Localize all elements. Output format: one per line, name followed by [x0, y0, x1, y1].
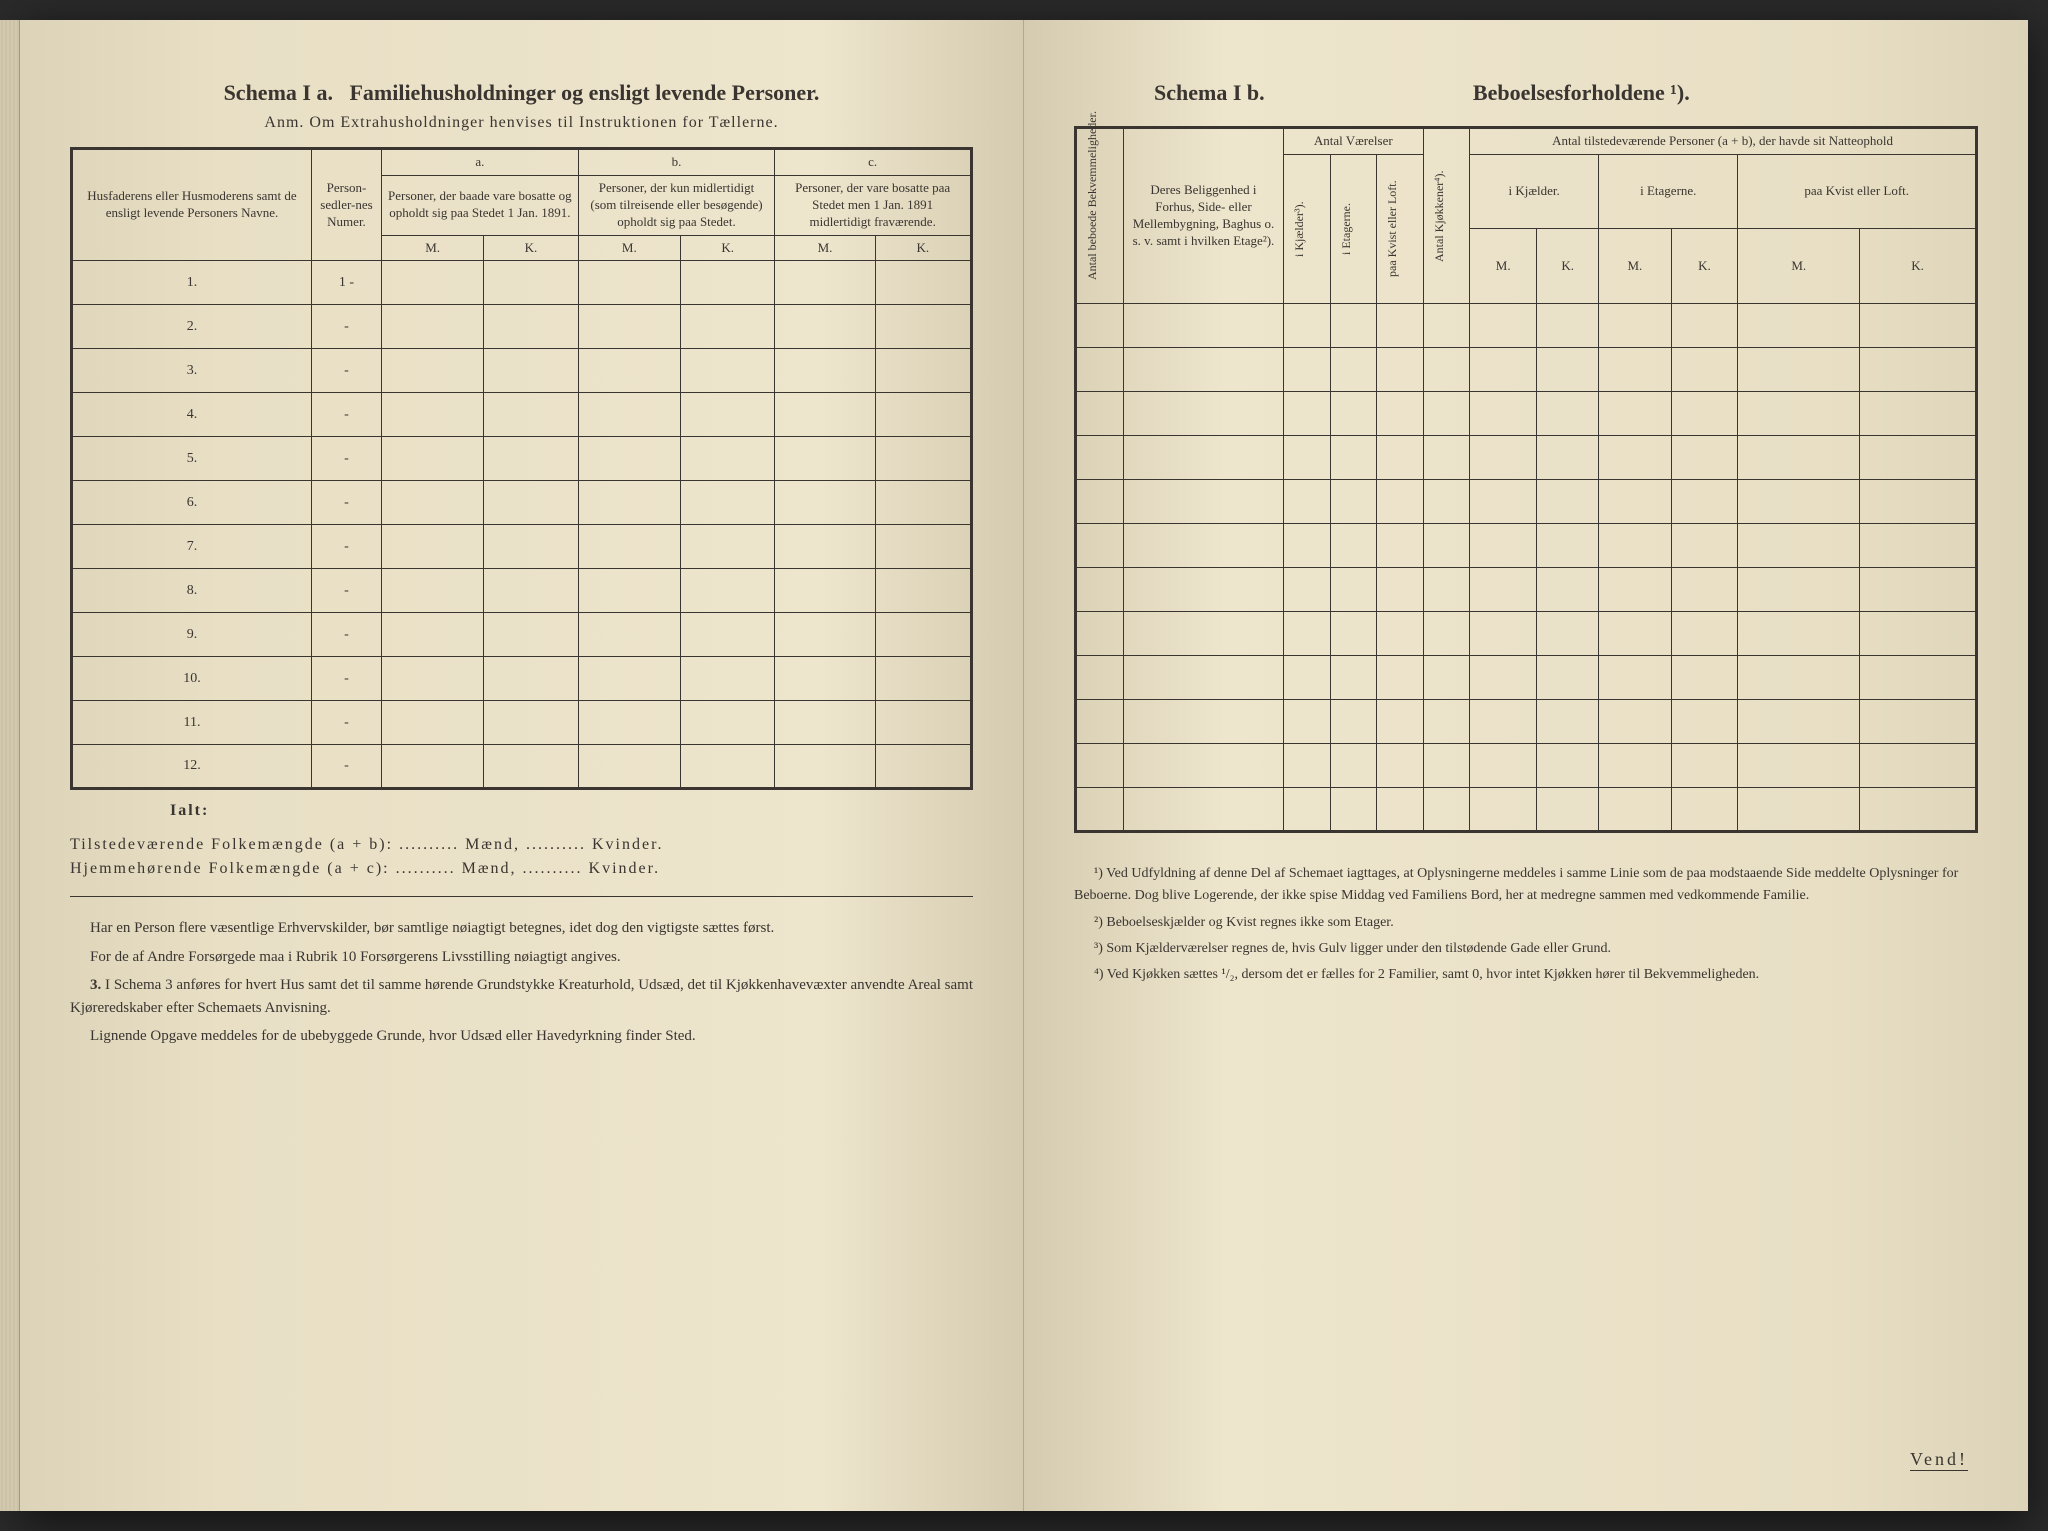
- left-subtitle: Anm. Om Extrahusholdninger henvises til …: [70, 114, 973, 132]
- book-spread: Schema I a. Familiehusholdninger og ensl…: [20, 20, 2028, 1511]
- total-line-1: Tilstedeværende Folkemængde (a + b): Mæn…: [70, 836, 973, 854]
- table-row: [1076, 699, 1977, 743]
- footnote-1: ¹) Ved Udfyldning af denne Del af Schema…: [1074, 863, 1978, 908]
- col-c-text: Personer, der vare bosatte paa Stedet me…: [775, 175, 972, 235]
- table-row: [1076, 479, 1977, 523]
- table-row: 3.-: [72, 349, 972, 393]
- divider: [70, 896, 973, 897]
- group-personer-header: Antal tilstedeværende Personer (a + b), …: [1470, 128, 1977, 155]
- group-b-header: b.: [578, 149, 775, 176]
- total-line-2: Hjemmehørende Folkemængde (a + c): Mænd,…: [70, 860, 973, 878]
- table-row: 9.-: [72, 613, 972, 657]
- table-row: 6.-: [72, 481, 972, 525]
- table-row: [1076, 655, 1977, 699]
- mk-header: K.: [680, 235, 774, 261]
- left-table: Husfaderens eller Husmoderens samt de en…: [70, 147, 973, 790]
- table-row: [1076, 435, 1977, 479]
- mk-header: M.: [1738, 229, 1860, 304]
- col-p-kjaelder-header: i Kjælder.: [1470, 154, 1599, 229]
- col-a-text: Personer, der baade vare bosatte og opho…: [382, 175, 579, 235]
- table-row: [1076, 743, 1977, 787]
- right-title-text: Beboelsesforholdene ¹).: [1473, 80, 1690, 106]
- col-kjokkener-header: Antal Kjøkkener⁴).: [1423, 128, 1470, 304]
- mk-header: M.: [1470, 229, 1537, 304]
- mk-header: K.: [1860, 229, 1977, 304]
- table-row: 5.-: [72, 437, 972, 481]
- table-row: 8.-: [72, 569, 972, 613]
- table-row: [1076, 567, 1977, 611]
- col-kvist-header: paa Kvist eller Loft.: [1377, 154, 1424, 303]
- col-name-header: Husfaderens eller Husmoderens samt de en…: [72, 149, 312, 261]
- table-row: 2.-: [72, 305, 972, 349]
- mk-header: K.: [1537, 229, 1599, 304]
- col-numer-header: Person-sedler-nes Numer.: [312, 149, 382, 261]
- totals-block: Tilstedeværende Folkemængde (a + b): Mæn…: [70, 836, 973, 878]
- table-row: 10.-: [72, 657, 972, 701]
- right-table: Antal beboede Bekvemmeligheder. Deres Be…: [1074, 126, 1978, 833]
- mk-header: K.: [484, 235, 578, 261]
- footnotes-block: ¹) Ved Udfyldning af denne Del af Schema…: [1074, 863, 1978, 987]
- col-b-text: Personer, der kun midlertidigt (som tilr…: [578, 175, 775, 235]
- footnote-2: ²) Beboelseskjælder og Kvist regnes ikke…: [1074, 912, 1978, 934]
- mk-header: M.: [578, 235, 680, 261]
- left-title-text: Familiehusholdninger og ensligt levende …: [349, 80, 819, 105]
- table-row: 1.1 -: [72, 261, 972, 305]
- mk-header: K.: [875, 235, 971, 261]
- group-c-header: c.: [775, 149, 972, 176]
- left-schema-label: Schema I a.: [224, 80, 333, 105]
- mk-header: M.: [1599, 229, 1671, 304]
- table-row: 11.-: [72, 701, 972, 745]
- page-stack-edge: [0, 20, 20, 1511]
- table-row: [1076, 391, 1977, 435]
- table-row: [1076, 303, 1977, 347]
- col-kjaelder-header: i Kjælder³).: [1283, 154, 1330, 303]
- table-row: [1076, 347, 1977, 391]
- col-p-etagerne-header: i Etagerne.: [1599, 154, 1738, 229]
- table-row: 12.-: [72, 745, 972, 789]
- table-row: [1076, 523, 1977, 567]
- right-schema-label: Schema I b.: [1154, 80, 1265, 106]
- mk-header: M.: [775, 235, 875, 261]
- table-row: 7.-: [72, 525, 972, 569]
- mk-header: M.: [382, 235, 484, 261]
- left-schema-title: Schema I a. Familiehusholdninger og ensl…: [70, 80, 973, 106]
- para4: Lignende Opgave meddeles for de ubebygge…: [70, 1025, 973, 1048]
- para1: Har en Person flere væsentlige Erhvervsk…: [70, 917, 973, 940]
- left-page: Schema I a. Familiehusholdninger og ensl…: [20, 20, 1024, 1511]
- table-row: 4.-: [72, 393, 972, 437]
- para3: 3. I Schema 3 anføres for hvert Hus samt…: [70, 974, 973, 1019]
- mk-header: K.: [1671, 229, 1738, 304]
- right-schema-title: Schema I b. Beboelsesforholdene ¹).: [1074, 80, 1978, 106]
- table-row: [1076, 787, 1977, 831]
- col-etagerne-header: i Etagerne.: [1330, 154, 1377, 303]
- footnote-4: ⁴) Ved Kjøkken sættes ¹/₂, dersom det er…: [1074, 964, 1978, 986]
- right-page: Schema I b. Beboelsesforholdene ¹). Anta…: [1024, 20, 2028, 1511]
- col-p-kvist-header: paa Kvist eller Loft.: [1738, 154, 1977, 229]
- col-beliggenhed-header: Deres Beliggenhed i Forhus, Side- eller …: [1123, 128, 1283, 304]
- table-row: [1076, 611, 1977, 655]
- vend-label: Vend!: [1910, 1449, 1968, 1471]
- group-a-header: a.: [382, 149, 579, 176]
- footnote-3: ³) Som Kjælderværelser regnes de, hvis G…: [1074, 938, 1978, 960]
- col-bekv-header: Antal beboede Bekvemmeligheder.: [1076, 128, 1124, 304]
- para2: For de af Andre Forsørgede maa i Rubrik …: [70, 946, 973, 969]
- group-vaerelser-header: Antal Værelser: [1283, 128, 1423, 155]
- ialt-label: Ialt:: [70, 802, 973, 820]
- left-body-text: Har en Person flere væsentlige Erhvervsk…: [70, 917, 973, 1048]
